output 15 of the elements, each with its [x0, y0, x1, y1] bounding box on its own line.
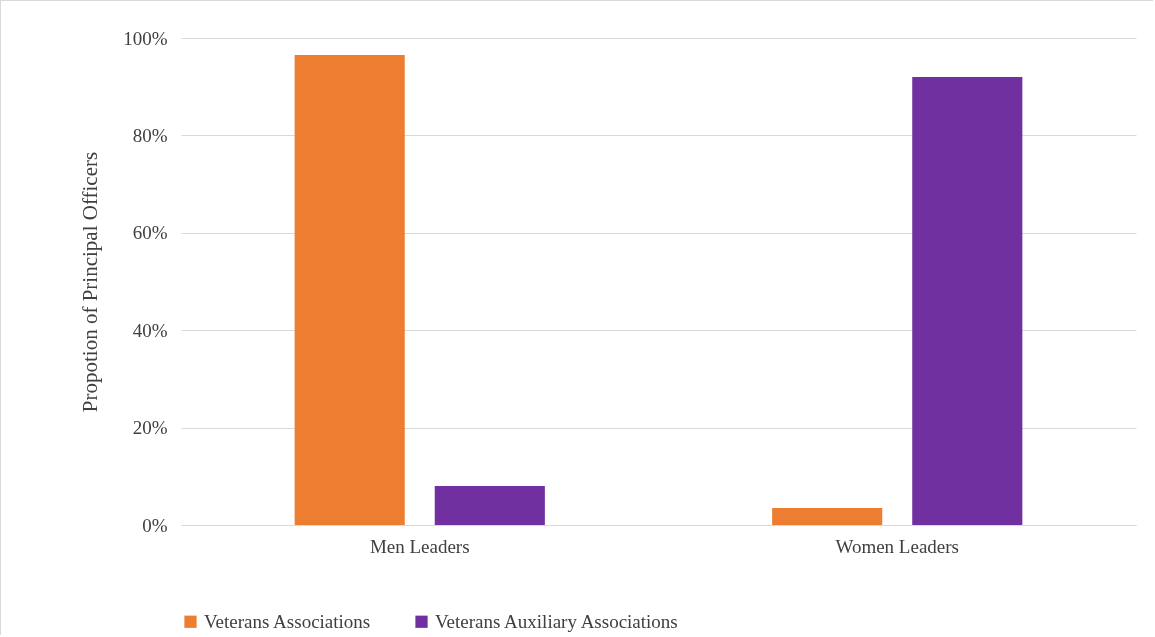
y-axis-title: Propotion of Principal Officers [78, 151, 103, 413]
legend-label: Veterans Associations [204, 610, 371, 632]
y-tick-label: 80% [132, 124, 168, 146]
legend-label: Veterans Auxiliary Associations [435, 610, 678, 632]
bar [912, 76, 1023, 525]
x-tick-label: Women Leaders [835, 535, 959, 557]
y-tick-label: 20% [132, 417, 168, 439]
y-tick-label: 100% [123, 27, 168, 49]
bar [772, 507, 883, 525]
y-tick-label: 40% [132, 319, 168, 341]
bar [294, 55, 405, 525]
y-tick-label: 60% [132, 222, 168, 244]
x-tick-label: Men Leaders [369, 535, 470, 557]
bar [434, 486, 545, 525]
y-tick-label: 0% [142, 514, 168, 536]
